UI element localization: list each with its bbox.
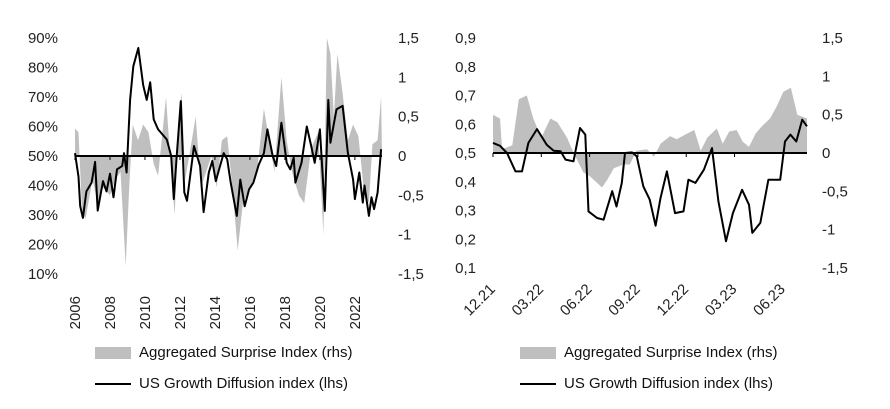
legend-swatch-area: [95, 346, 131, 359]
x-tick-label: 09.22: [605, 281, 644, 320]
y-left-tick-label: 80%: [28, 60, 58, 77]
y-left-tick-label: 40%: [28, 178, 58, 195]
x-tick-label: 2020: [312, 296, 329, 329]
x-tick-label: 12.22: [653, 281, 692, 320]
y-left-tick-label: 0,3: [455, 203, 476, 220]
legend-label-area: Aggregated Surprise Index (rhs): [564, 344, 778, 361]
legend-item-line-left: US Growth Diffusion index (lhs): [95, 375, 348, 392]
growth-diffusion-line: [492, 118, 808, 243]
y-right-tick-label: 0: [398, 148, 406, 165]
legend-label-area: Aggregated Surprise Index (rhs): [139, 344, 353, 361]
x-tick-label: 03.23: [702, 281, 741, 320]
legend-swatch-area: [520, 346, 556, 359]
legend-label-line: US Growth Diffusion index (lhs): [139, 375, 348, 392]
y-left-tick-label: 0,8: [455, 59, 476, 76]
legend-item-line-right: US Growth Diffusion index (lhs): [520, 375, 773, 392]
surprise-index-area: [493, 87, 807, 188]
x-tick-label: 2016: [242, 296, 259, 329]
growth-diffusion-line: [74, 47, 383, 219]
y-left-tick-label: 0,5: [455, 145, 476, 162]
legend-item-area-right: Aggregated Surprise Index (rhs): [520, 344, 777, 361]
x-tick-label: 2008: [102, 296, 119, 329]
x-tick-label: 2010: [137, 296, 154, 329]
y-left-tick-label: 0,4: [455, 174, 476, 191]
y-left-tick-label: 50%: [28, 148, 58, 165]
x-tick-label: 2014: [207, 296, 224, 329]
y-right-tick-label: -1: [398, 227, 411, 244]
y-right-tick-label: 0,5: [398, 109, 419, 126]
x-tick-label: 06.23: [750, 281, 789, 320]
y-right-tick-label: 1: [822, 68, 830, 85]
x-tick-label: 06.22: [557, 281, 596, 320]
legend-swatch-line: [95, 382, 131, 385]
y-right-tick-label: -0,5: [822, 183, 848, 200]
x-tick-label: 2018: [277, 296, 294, 329]
x-tick-label: 2006: [67, 296, 84, 329]
y-left-tick-label: 0,6: [455, 116, 476, 133]
x-tick-label: 12.21: [460, 281, 499, 320]
y-left-tick-label: 0,7: [455, 88, 476, 105]
y-left-tick-label: 0,1: [455, 260, 476, 277]
y-right-tick-label: -0,5: [398, 187, 424, 204]
chart-1: 90% 80% 70% 60% 50% 40% 30% 20% 10% 1,5 1 0,5 0 -0,5 -…: [28, 30, 424, 329]
y-right-tick-label: 1,5: [398, 30, 419, 47]
y-right-tick-label: 0: [822, 145, 830, 162]
y-right-tick-label: 0,5: [822, 107, 843, 124]
legend-label-line: US Growth Diffusion index (lhs): [564, 375, 773, 392]
y-right-tick-label: 1: [398, 69, 406, 86]
y-left-tick-label: 90%: [28, 30, 58, 47]
surprise-index-area: [75, 38, 382, 267]
chart-2: 0,9 0,8 0,7 0,6 0,5 0,4 0,3 0,2 0,1 1,5 1 0,5 0 -0,5 -…: [455, 30, 848, 319]
legend-item-area-left: Aggregated Surprise Index (rhs): [95, 344, 352, 361]
x-tick-label: 2012: [172, 296, 189, 329]
y-right-tick-label: 1,5: [822, 30, 843, 47]
y-right-tick-label: -1,5: [822, 260, 848, 277]
y-left-tick-label: 30%: [28, 207, 58, 224]
x-tick-label: 03.22: [509, 281, 548, 320]
y-left-tick-label: 70%: [28, 89, 58, 106]
y-left-tick-label: 60%: [28, 119, 58, 136]
y-left-tick-label: 0,9: [455, 30, 476, 47]
x-tick-label: 2022: [347, 296, 364, 329]
y-right-tick-label: -1: [822, 222, 835, 239]
y-left-tick-label: 10%: [28, 266, 58, 283]
legend-swatch-line: [520, 382, 556, 385]
y-left-tick-label: 20%: [28, 237, 58, 254]
y-left-tick-label: 0,2: [455, 231, 476, 248]
y-right-tick-label: -1,5: [398, 266, 424, 283]
